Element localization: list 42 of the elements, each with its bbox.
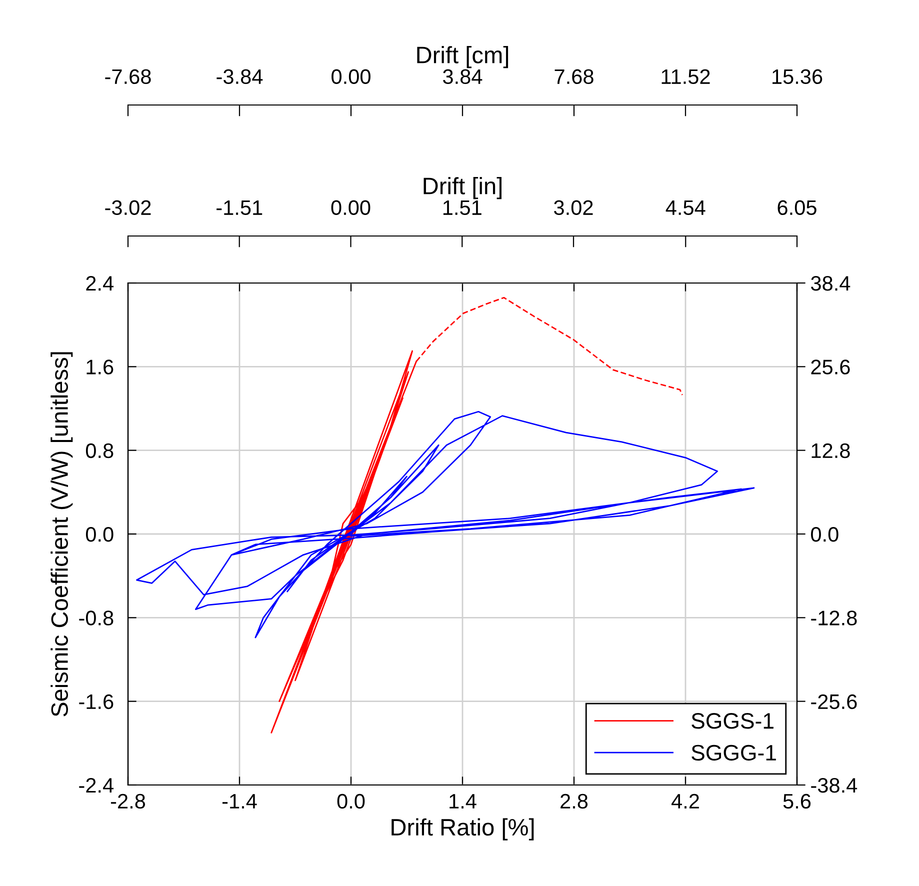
y-tick-label: -0.8 — [79, 610, 114, 626]
x-axis-title: Drift Ratio [%] — [392, 818, 534, 840]
y-tick-label: 2.4 — [86, 276, 114, 291]
y-tick-label: 0.8 — [86, 443, 114, 458]
x2-tick-label: 6.05 — [778, 200, 816, 216]
x-tick-label: 4.2 — [672, 794, 699, 808]
text: -7.68 — [105, 69, 151, 84]
x2-tick-label: 3.02 — [554, 200, 593, 216]
x-tick-label: -1.4 — [222, 794, 257, 808]
text: -3.84 — [216, 69, 263, 84]
text: 7.68 — [554, 69, 594, 84]
y2-tick-label: 38.4 — [810, 276, 850, 291]
y2-tick-label: -38.4 — [811, 778, 858, 793]
y-tick-label: 0.0 — [86, 527, 114, 542]
line-series — [136, 410, 755, 638]
x2-tick-label: 4.54 — [666, 200, 706, 216]
legend-label: SGGG-1 — [692, 744, 776, 761]
y2-tick-label: 0.0 — [811, 527, 838, 542]
x-tick-label: 1.4 — [450, 794, 476, 808]
y-tick-label: -1.6 — [79, 694, 114, 710]
text: 11.52 — [662, 69, 710, 84]
x2-tick-label: -1.51 — [216, 200, 262, 216]
y-tick-label: -2.4 — [79, 778, 114, 793]
y-axis-title: Seismic Coefficient (V/W) [unitless] — [50, 352, 73, 716]
y2-tick-label: -12.8 — [811, 610, 857, 626]
text: 15.36 — [772, 69, 822, 84]
text: Drift [cm] — [417, 46, 508, 68]
x-tick-label: -2.8 — [110, 794, 146, 809]
x2-tick-label: 0.00 — [331, 200, 370, 216]
y2-tick-label: 12.8 — [812, 443, 850, 458]
x-tick-label: 0.0 — [337, 794, 365, 809]
text: 3.84 — [443, 69, 482, 84]
x2-tick-label: 1.51 — [443, 200, 482, 216]
y-tick-label: 1.6 — [86, 360, 114, 374]
y2-tick-label: 25.6 — [811, 360, 850, 374]
x-tick-label: 2.8 — [560, 794, 588, 809]
text: 0.00 — [332, 69, 370, 84]
legend-label: SGGS-1 — [692, 713, 774, 729]
x2-tick-label: -3.02 — [105, 200, 151, 216]
x2-axis-title: Drift [in] — [424, 177, 502, 200]
x-tick-label: 5.6 — [783, 794, 811, 809]
y2-tick-label: -25.6 — [811, 694, 857, 710]
